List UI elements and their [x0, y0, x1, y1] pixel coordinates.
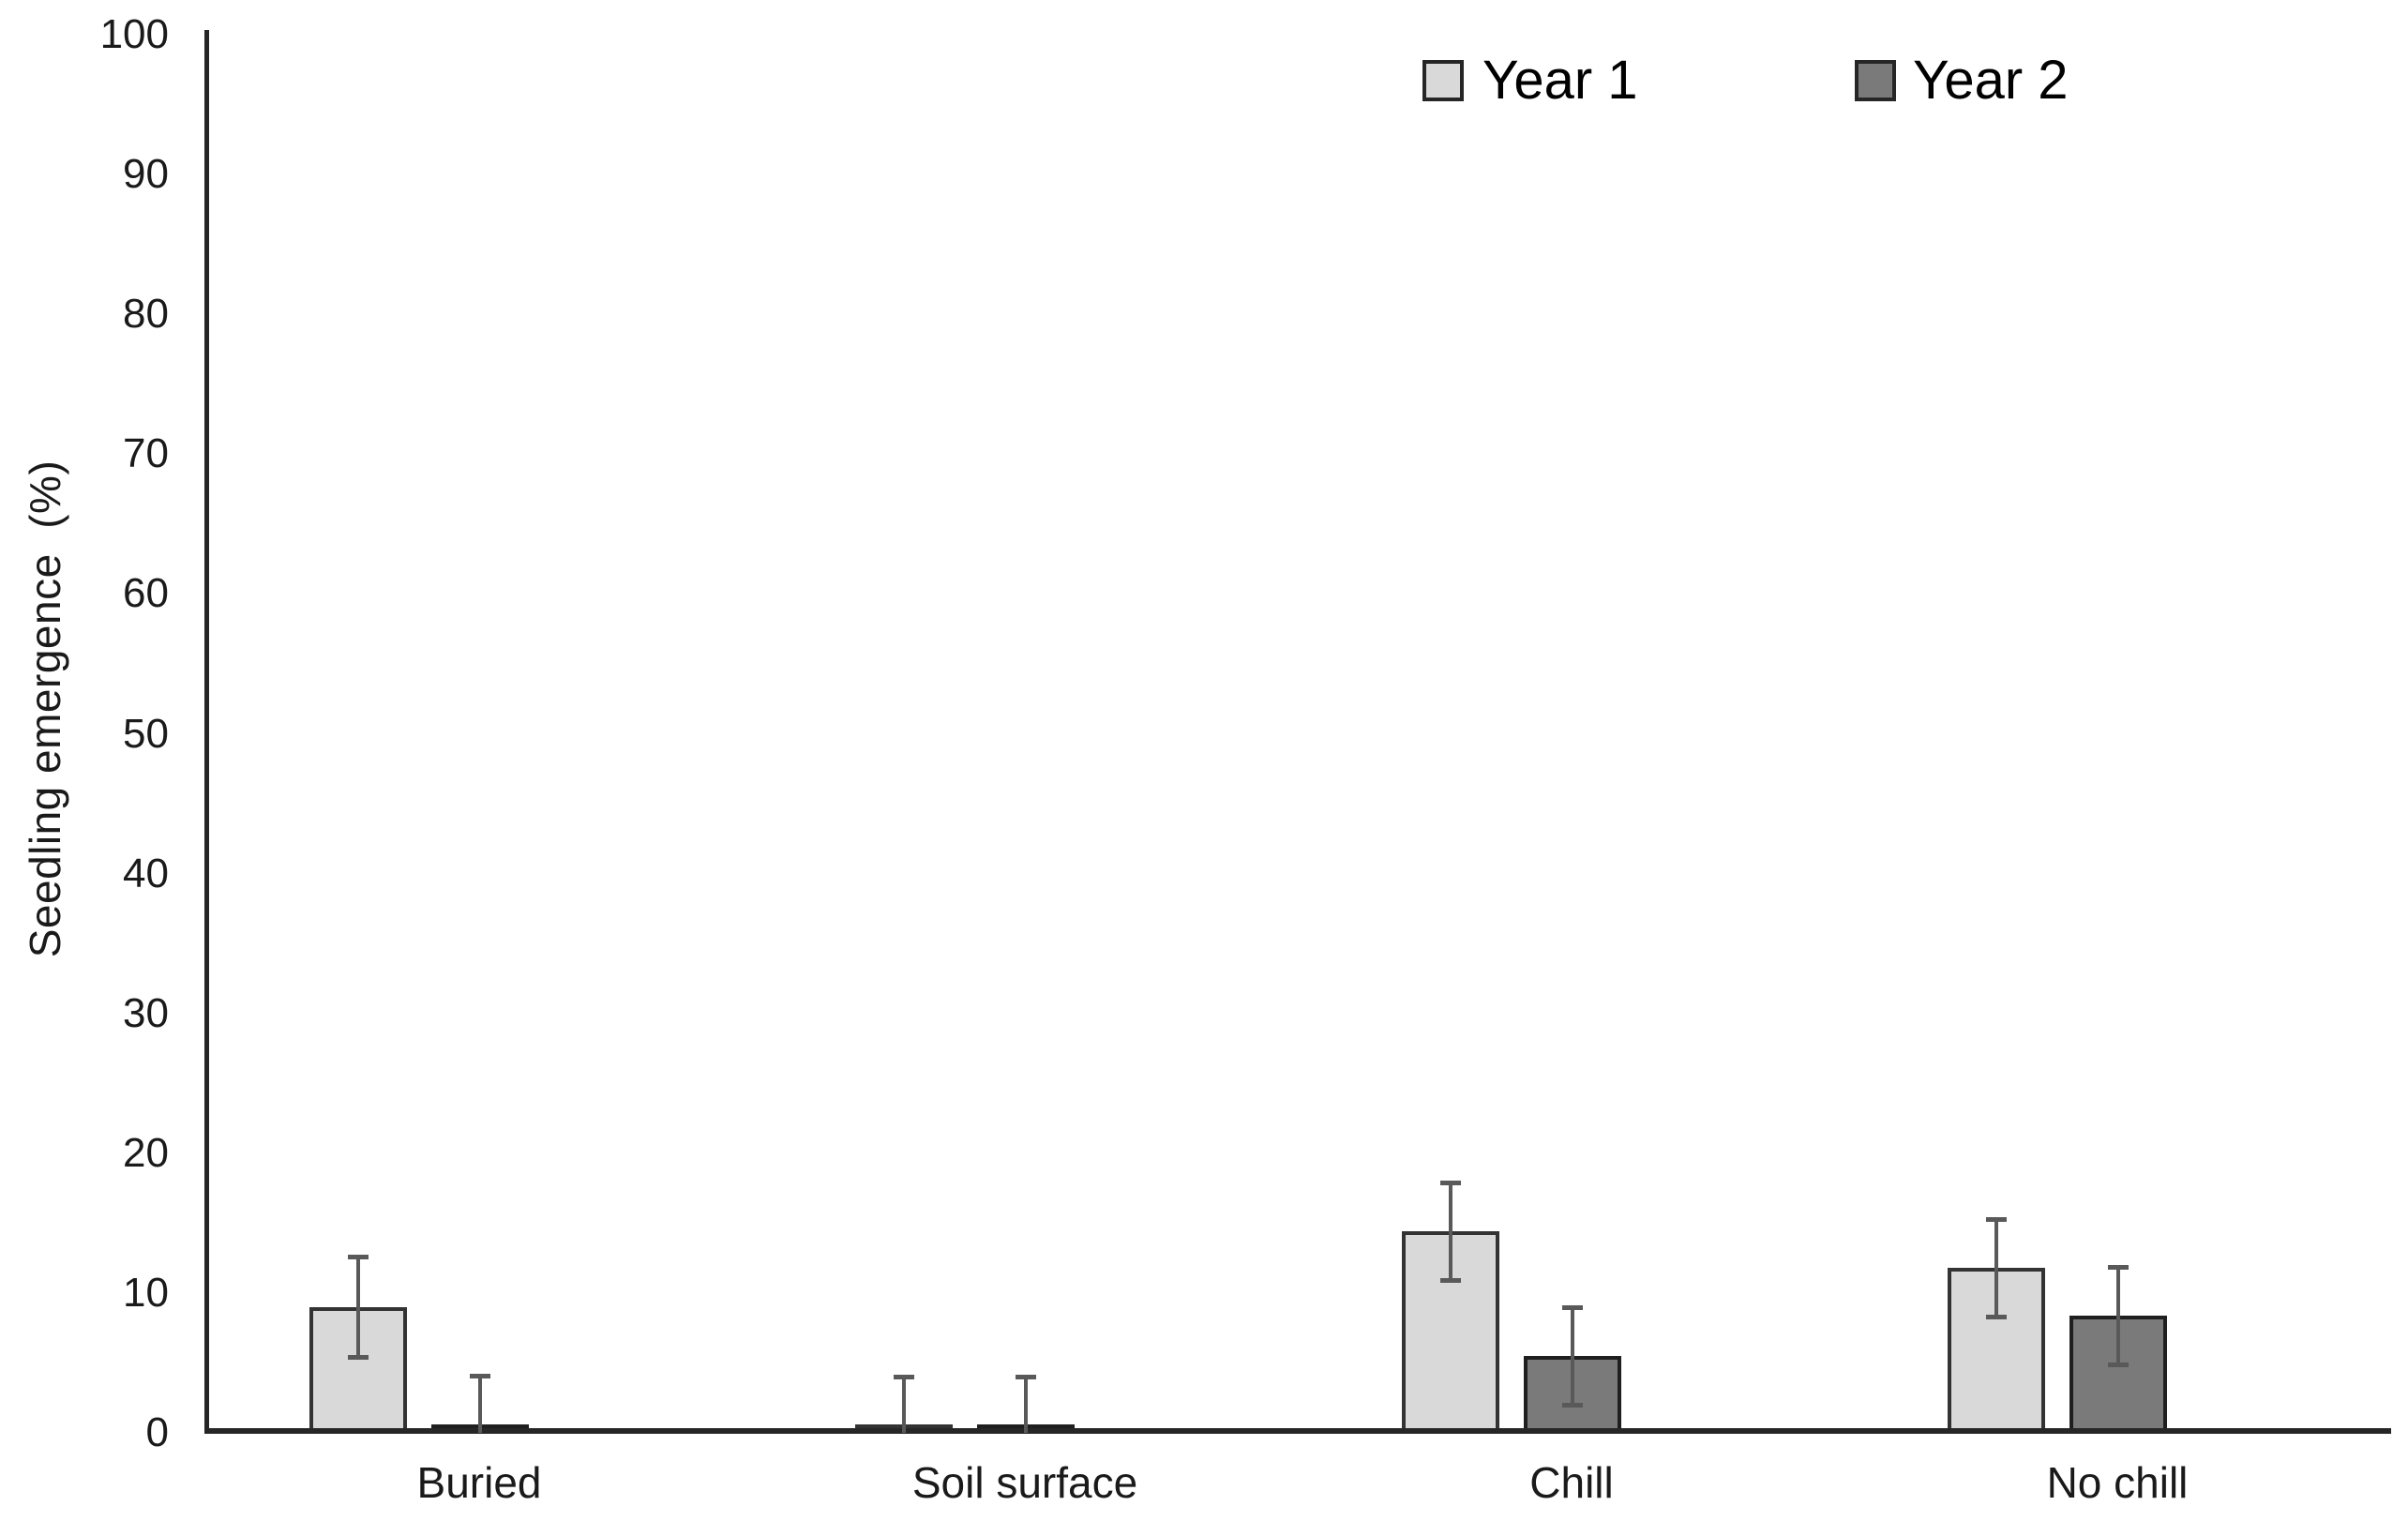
y-tick-label-10: 10 [123, 1269, 169, 1316]
y-tick-label-90: 90 [123, 151, 169, 198]
error-bar-year-2-soil-surface-line [1024, 1377, 1028, 1433]
x-tick-label-chill: Chill [1529, 1458, 1614, 1507]
x-tick-label-buried: Buried [416, 1458, 542, 1507]
error-bar-year-1-soil-surface-cap-top [894, 1375, 914, 1380]
error-bar-year-1-no-chill-cap-top [1986, 1216, 2007, 1222]
error-bar-year-2-buried-cap-top [470, 1373, 490, 1378]
legend-swatch-year-2 [1855, 60, 1896, 101]
error-bar-year-1-no-chill-cap-bottom [1986, 1315, 2007, 1320]
legend-label-year-1: Year 1 [1482, 50, 1638, 111]
y-tick-label-50: 50 [123, 710, 169, 757]
error-bar-year-2-no-chill-line [2116, 1266, 2120, 1364]
error-bar-year-1-soil-surface-line [902, 1377, 906, 1433]
error-bar-year-2-chill-cap-bottom [1562, 1403, 1583, 1408]
error-bar-year-1-buried-cap-top [348, 1255, 369, 1260]
x-tick-label-soil-surface: Soil surface [911, 1458, 1138, 1507]
error-bar-year-2-buried-line [478, 1375, 482, 1433]
y-tick-label-0: 0 [145, 1409, 169, 1455]
x-tick-label-no-chill: No chill [2046, 1458, 2189, 1507]
error-bar-year-2-chill-cap-top [1562, 1304, 1583, 1310]
error-bar-year-1-buried-line [356, 1257, 360, 1358]
error-bar-year-1-buried-cap-bottom [348, 1355, 369, 1361]
error-bar-year-1-chill-line [1449, 1182, 1452, 1281]
y-tick-label-40: 40 [123, 850, 169, 896]
error-bar-year-2-soil-surface-cap-top [1016, 1375, 1036, 1380]
y-tick-label-30: 30 [123, 989, 169, 1036]
y-tick-label-100: 100 [99, 11, 169, 57]
y-tick-label-20: 20 [123, 1129, 169, 1176]
x-axis-line [204, 1428, 2391, 1434]
error-bar-year-2-no-chill-cap-top [2108, 1264, 2129, 1270]
error-bar-year-1-chill-cap-top [1440, 1181, 1461, 1186]
legend-label-year-2: Year 2 [1913, 50, 2069, 111]
y-tick-label-60: 60 [123, 570, 169, 617]
legend-swatch-year-1 [1422, 60, 1464, 101]
error-bar-year-2-chill-line [1571, 1306, 1574, 1406]
y-axis-line [204, 30, 209, 1433]
error-bar-year-1-no-chill-line [1994, 1218, 1998, 1318]
error-bar-year-1-chill-cap-bottom [1440, 1278, 1461, 1284]
error-bar-year-2-no-chill-cap-bottom [2108, 1362, 2129, 1367]
y-tick-label-80: 80 [123, 291, 169, 338]
y-tick-label-70: 70 [123, 430, 169, 477]
bar-year-1-buried [309, 1306, 407, 1433]
